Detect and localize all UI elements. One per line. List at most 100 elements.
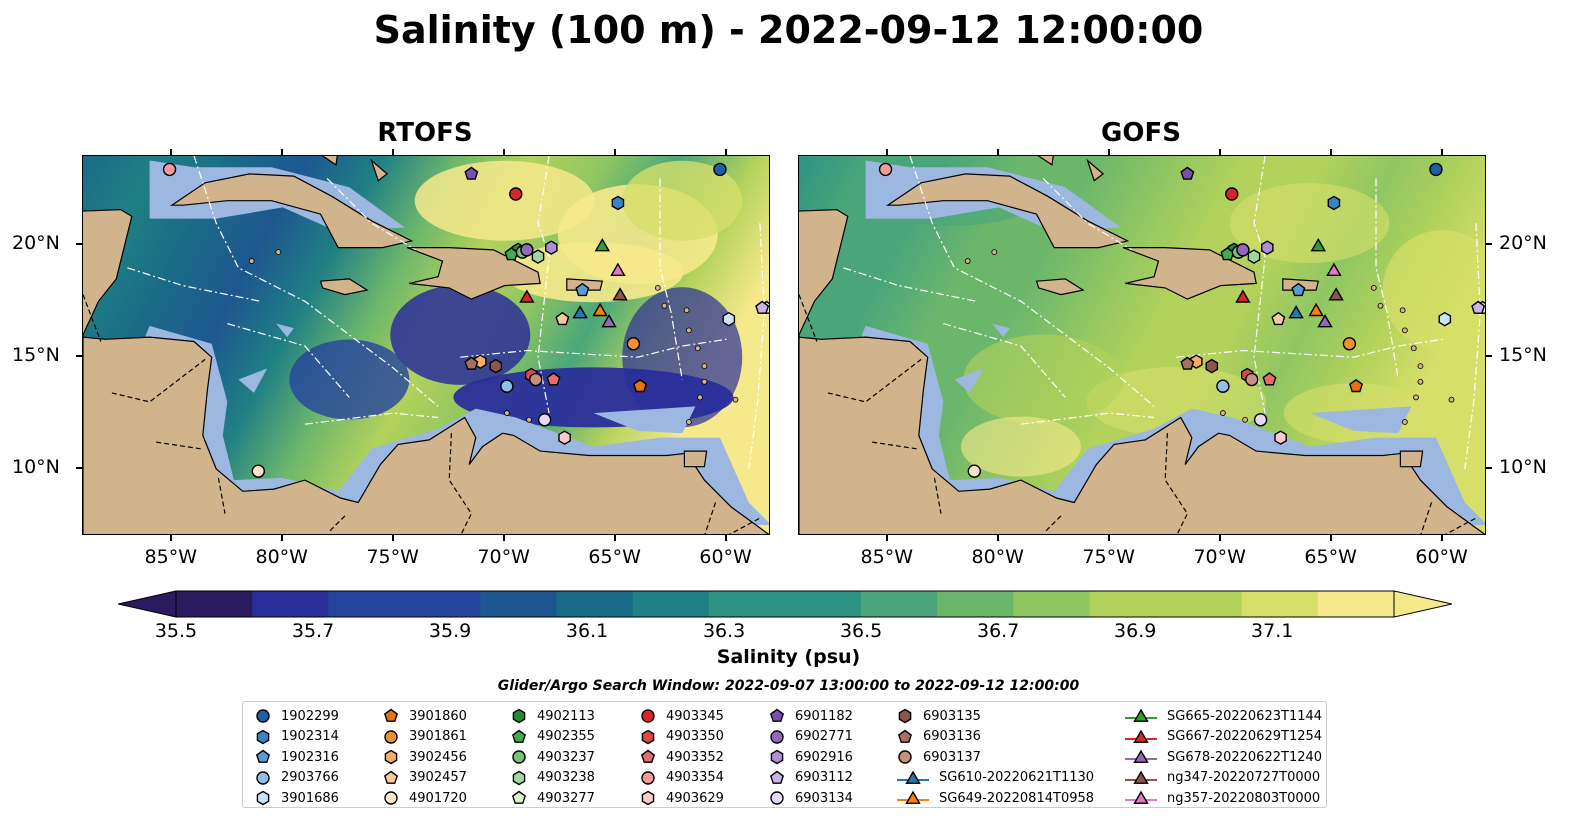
island [1377, 302, 1384, 309]
continental-shelf [593, 406, 696, 434]
legend-item: 3902456 [381, 747, 467, 767]
legend-item: ng347-20220727T0000 [1123, 768, 1320, 788]
legend-label: 4903277 [537, 790, 595, 806]
salinity-feature [1382, 230, 1485, 351]
landmass [1035, 278, 1085, 296]
legend-item: 4903352 [638, 747, 724, 767]
lon-tick-mark [1218, 535, 1221, 541]
country-border [729, 517, 761, 534]
legend-marker-circle [770, 729, 784, 744]
eez-boundary [326, 177, 417, 251]
observation-3902457 [555, 311, 570, 326]
eez-boundary [1042, 177, 1133, 251]
observation-3901860 [633, 378, 648, 393]
observation-SG678-20220622T1240 [1317, 313, 1333, 328]
legend-symbol [770, 729, 784, 744]
island [1401, 327, 1408, 334]
observation-4903354 [162, 162, 177, 177]
country-border [328, 515, 346, 532]
landmass [321, 156, 338, 166]
observation-6903135 [1205, 358, 1219, 374]
observation-3902456 [1190, 354, 1203, 369]
legend-symbol [384, 749, 398, 765]
legend-symbol [383, 708, 399, 722]
observation-2903766 [1216, 379, 1230, 393]
legend-symbol [512, 750, 526, 764]
legend-item: 6903135 [895, 706, 981, 726]
legend-label: SG678-20220622T1240 [1167, 749, 1323, 765]
legend-marker-pentagon [383, 770, 399, 784]
observation-SG665-20220623T1144 [1310, 237, 1327, 252]
observation-3901861 [1342, 337, 1357, 351]
legend-marker-hexagon [384, 749, 398, 765]
lon-tick-label: 80°W [255, 546, 308, 568]
colorbar-segment [252, 591, 329, 617]
eez-boundary [659, 178, 683, 380]
observation-1902299 [713, 162, 727, 177]
observation-6903134 [537, 413, 552, 427]
observation-ng357-20220803T0000 [610, 262, 626, 277]
legend-marker-pentagon [769, 770, 785, 784]
legend-symbol [256, 729, 270, 744]
legend-item: 1902299 [253, 706, 339, 726]
landmass [885, 173, 1130, 249]
legend-marker-hexagon [256, 729, 270, 744]
lon-tick-label: 65°W [588, 546, 641, 568]
island [503, 410, 510, 416]
lon-tick-mark [996, 535, 999, 541]
legend-symbol [511, 790, 527, 804]
landmass [1086, 158, 1105, 182]
legend-label: 1902299 [281, 708, 339, 724]
country-border [1420, 502, 1433, 534]
legend-marker-hexagon [256, 790, 270, 806]
salinity-feature [622, 160, 743, 241]
island [991, 249, 998, 256]
lon-tick-mark [391, 535, 394, 541]
legend-symbol [770, 791, 784, 805]
colorbar-tick-label: 36.5 [839, 620, 883, 642]
observation-6903136 [464, 356, 479, 370]
legend-symbol [256, 770, 270, 785]
legend-symbol [640, 749, 656, 763]
salinity-feature [289, 339, 410, 420]
observation-4903629 [558, 430, 571, 445]
observation-6902771 [520, 243, 534, 257]
eez-boundary [909, 156, 1155, 407]
legend-item: 4902355 [509, 727, 595, 747]
legend-item: 4902113 [509, 706, 595, 726]
lon-tick-label: 75°W [1082, 546, 1135, 568]
legend-symbol [511, 729, 527, 743]
legend-marker-triangle [1125, 770, 1157, 784]
legend-marker-circle [641, 770, 655, 785]
legend-symbol [905, 790, 921, 805]
colorbar-tick-label: 35.5 [154, 620, 198, 642]
country-border [704, 502, 717, 534]
observation-SG667-20220629T1254 [1235, 289, 1251, 303]
legend-marker-hexagon [512, 708, 526, 724]
legend-label: SG649-20220814T0958 [939, 790, 1095, 806]
panel-title-rtofs: RTOFS [377, 118, 473, 148]
lat-tick-label-right: 20°N [1499, 232, 1547, 255]
legend-symbol [905, 770, 921, 784]
colorbar-tick-label: 36.7 [976, 620, 1020, 642]
observation-SG610-20220621T1130 [1288, 305, 1304, 319]
legend-symbol [641, 770, 655, 785]
observation-6902771 [1236, 243, 1250, 257]
legend-marker-triangle [1125, 729, 1157, 743]
observation-3902457 [1271, 311, 1286, 326]
landmass [406, 247, 541, 300]
legend-item: 3901686 [253, 788, 339, 808]
legend-marker-circle [256, 770, 270, 785]
lat-tick-mark [1486, 355, 1492, 358]
lon-tick-mark [391, 149, 394, 155]
colorbar-max-arrow [1393, 590, 1453, 618]
map-canvas-rtofs [83, 156, 769, 534]
legend-label: SG610-20220621T1130 [939, 770, 1095, 785]
legend-symbol [1133, 708, 1149, 723]
colorbar-segment [1013, 591, 1090, 617]
lon-tick-label: 80°W [971, 546, 1024, 568]
legend-label: 6903137 [923, 749, 981, 765]
island [701, 363, 708, 370]
legend-marker-circle [512, 750, 526, 764]
legend-symbol [770, 749, 784, 765]
